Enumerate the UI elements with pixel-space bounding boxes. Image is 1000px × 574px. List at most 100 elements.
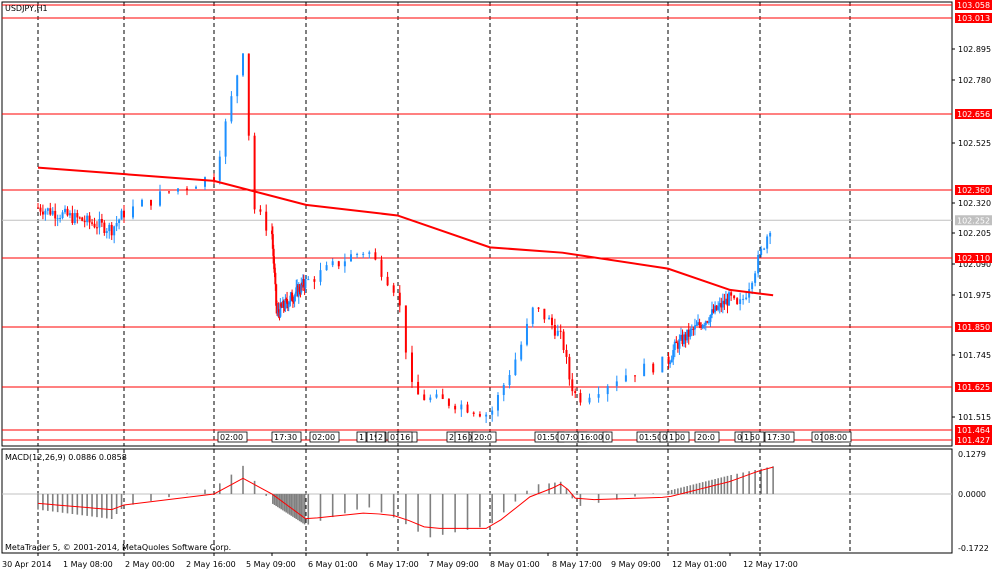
candle-body bbox=[64, 208, 67, 213]
candle-body bbox=[766, 236, 769, 249]
session-marker-label: 01:50 bbox=[537, 433, 560, 442]
price-axis-label: 101.515 bbox=[958, 413, 991, 422]
candle-body bbox=[100, 218, 103, 223]
candle-body bbox=[686, 329, 689, 341]
session-marker[interactable] bbox=[602, 431, 613, 443]
candle-body bbox=[159, 191, 161, 206]
candle-body bbox=[349, 254, 352, 262]
candle-body bbox=[525, 323, 528, 345]
candle-body bbox=[81, 217, 84, 221]
macd-axis-label: 0.1279 bbox=[958, 450, 986, 459]
candle-body bbox=[404, 305, 407, 353]
candle-body bbox=[472, 412, 475, 414]
candle-body bbox=[103, 222, 106, 233]
price-level-tag bbox=[955, 382, 992, 392]
candle-body bbox=[230, 96, 233, 122]
price-axis: 102.895 102.780 102.525 102.320 102.205 102.0… bbox=[952, 45, 991, 422]
candle-body bbox=[687, 329, 690, 337]
session-marker[interactable] bbox=[471, 431, 497, 443]
candle-body bbox=[435, 394, 438, 398]
session-marker[interactable] bbox=[356, 431, 367, 443]
time-axis-label: 9 May 09:00 bbox=[611, 560, 661, 569]
candle-body bbox=[61, 212, 64, 219]
time-axis-label: 12 May 17:00 bbox=[743, 560, 798, 569]
candle-body bbox=[553, 325, 556, 336]
candle-body bbox=[374, 252, 377, 260]
price-level-label: 101.427 bbox=[957, 436, 990, 445]
session-marker[interactable] bbox=[375, 431, 386, 443]
current-price-label: 102.252 bbox=[957, 216, 990, 225]
candle-body bbox=[337, 261, 340, 267]
session-marker[interactable] bbox=[666, 431, 677, 443]
time-axis-label: 2 May 00:00 bbox=[125, 560, 175, 569]
session-marker[interactable] bbox=[309, 431, 340, 443]
candle-body bbox=[291, 292, 294, 301]
session-marker[interactable] bbox=[764, 431, 795, 443]
candle-body bbox=[398, 292, 401, 306]
macd-panel-frame bbox=[1, 448, 953, 554]
session-marker[interactable] bbox=[741, 431, 752, 443]
candle-body bbox=[242, 53, 244, 76]
candle-body bbox=[661, 356, 664, 373]
candle-body bbox=[108, 224, 111, 232]
price-axis-label: 102.320 bbox=[958, 199, 991, 208]
time-axis-label: 7 May 09:00 bbox=[429, 560, 479, 569]
candle-body bbox=[693, 325, 696, 330]
time-axis-label: 6 May 01:00 bbox=[308, 560, 358, 569]
candle-body bbox=[615, 381, 618, 387]
candle-body bbox=[247, 53, 250, 136]
candle-body bbox=[51, 210, 54, 215]
session-marker[interactable] bbox=[454, 431, 470, 443]
session-marker-label: 02:00 bbox=[220, 433, 243, 442]
candle-body bbox=[95, 227, 98, 229]
candle-body bbox=[624, 375, 627, 382]
candle-body bbox=[286, 299, 289, 304]
current-price-tag bbox=[955, 215, 992, 226]
candle-body bbox=[98, 218, 101, 228]
candle-body bbox=[692, 328, 695, 330]
candle-body bbox=[273, 263, 276, 273]
candle-body bbox=[39, 207, 42, 212]
candle-body bbox=[279, 303, 282, 317]
candle-body bbox=[331, 261, 334, 266]
candle-body bbox=[769, 232, 772, 237]
macd-axis-label: -0.1722 bbox=[958, 544, 989, 553]
candle-body bbox=[275, 284, 278, 306]
candle-body bbox=[41, 211, 44, 215]
candle-body bbox=[520, 344, 523, 360]
time-axis-label: 30 Apr 2014 bbox=[2, 560, 51, 569]
candle-body bbox=[717, 306, 720, 310]
session-marker[interactable] bbox=[821, 431, 852, 443]
time-axis-label: 8 May 01:00 bbox=[490, 560, 540, 569]
session-marker-label: 20:0 bbox=[474, 433, 492, 442]
candle-body bbox=[253, 135, 256, 210]
candle-body bbox=[302, 279, 305, 287]
session-marker[interactable] bbox=[217, 431, 248, 443]
session-marker[interactable] bbox=[397, 431, 413, 443]
price-level-tag bbox=[955, 253, 992, 263]
candle-body bbox=[218, 156, 221, 181]
candle-body bbox=[562, 331, 565, 350]
candle-body bbox=[236, 75, 239, 97]
candle-body bbox=[597, 394, 600, 398]
candle-body bbox=[295, 287, 298, 294]
candle-body bbox=[141, 199, 143, 207]
candle-body bbox=[392, 285, 395, 293]
candle-body bbox=[271, 234, 274, 249]
candle-body bbox=[86, 215, 89, 223]
session-marker-label: 17:30 bbox=[274, 433, 297, 442]
price-level-tag bbox=[955, 425, 992, 435]
session-marker[interactable] bbox=[271, 431, 302, 443]
candle-body bbox=[565, 349, 568, 357]
candle-body bbox=[667, 356, 670, 365]
candle-body bbox=[293, 296, 296, 302]
session-marker[interactable] bbox=[694, 431, 720, 443]
session-marker-label: 1 bbox=[359, 433, 364, 442]
price-level-label: 102.656 bbox=[957, 110, 990, 119]
price-axis-label: 101.975 bbox=[958, 291, 991, 300]
candle-body bbox=[728, 292, 731, 306]
candle-body bbox=[272, 248, 275, 264]
candle-body bbox=[697, 322, 700, 325]
